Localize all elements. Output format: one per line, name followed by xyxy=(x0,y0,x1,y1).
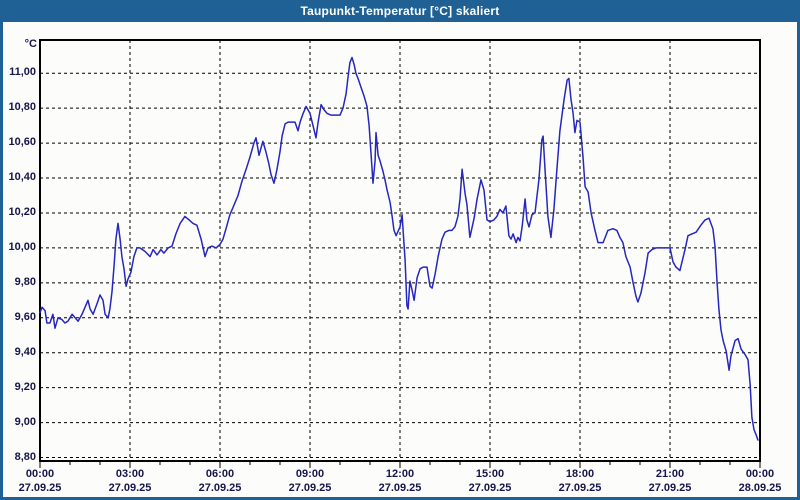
dewpoint-line-chart xyxy=(39,39,761,468)
x-tick-date-label: 27.09.25 xyxy=(288,482,332,494)
window-title: Taupunkt-Temperatur [°C] skaliert xyxy=(300,4,500,18)
y-tick-label: 10,20 xyxy=(8,205,36,218)
y-tick-label: 9,40 xyxy=(14,345,36,358)
x-tick-date-label: 28.09.25 xyxy=(738,482,782,494)
y-tick-label: 10,60 xyxy=(8,136,36,149)
chart-area: °C 11,00 10,80 10,60 10,40 10,20 10,00 9,80 9,6… xyxy=(0,22,800,500)
y-tick-label: 11,00 xyxy=(9,66,36,79)
y-tick-label: 9,20 xyxy=(14,380,36,393)
x-tick-time-label: 06:00 xyxy=(205,468,235,480)
y-tick-label: 9,00 xyxy=(14,415,36,428)
x-tick-date-label: 27.09.25 xyxy=(198,482,242,494)
x-tick-time-label: 12:00 xyxy=(385,468,415,480)
y-tick-label: 8,80 xyxy=(14,450,36,463)
y-tick-label: 9,80 xyxy=(14,275,36,288)
x-tick-date-label: 27.09.25 xyxy=(378,482,422,494)
y-tick-label: 10,80 xyxy=(8,101,36,114)
x-tick-time-label: 00:00 xyxy=(25,468,55,480)
x-tick-time-label: 15:00 xyxy=(475,468,505,480)
y-axis-unit-label: °C xyxy=(24,38,37,50)
plot-border xyxy=(39,39,761,462)
x-tick-date-label: 27.09.25 xyxy=(468,482,512,494)
window-titlebar: Taupunkt-Temperatur [°C] skaliert xyxy=(0,0,800,22)
x-tick-time-label: 21:00 xyxy=(655,468,685,480)
x-tick-date-label: 27.09.25 xyxy=(558,482,602,494)
y-tick-label: 10,40 xyxy=(8,171,36,183)
x-tick-date-label: 27.09.25 xyxy=(18,482,62,494)
y-tick-label: 9,60 xyxy=(14,310,36,323)
x-tick-time-label: 09:00 xyxy=(295,468,325,480)
y-tick-label: 10,00 xyxy=(8,240,36,253)
x-tick-date-label: 27.09.25 xyxy=(108,482,152,494)
x-tick-date-label: 27.09.25 xyxy=(648,482,692,494)
temperature-series-line xyxy=(39,56,759,441)
x-tick-time-label: 00:00 xyxy=(745,468,775,480)
x-tick-time-label: 03:00 xyxy=(115,468,145,480)
x-tick-time-label: 18:00 xyxy=(565,468,595,480)
